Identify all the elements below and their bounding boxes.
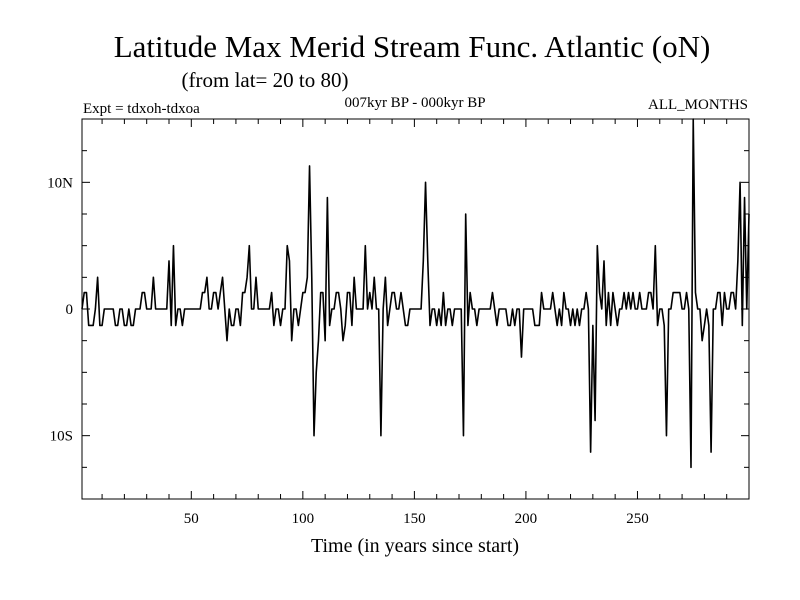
x-tick-label: 200 (515, 511, 538, 527)
x-axis-label: Time (in years since start) (311, 535, 519, 557)
x-tick-label: 100 (292, 511, 315, 527)
chart-title: Latitude Max Merid Stream Func. Atlantic… (114, 29, 711, 64)
y-tick-labels: 10N 0 10S (47, 175, 73, 444)
x-tick-labels: 50 100 150 200 250 (184, 511, 649, 527)
series-line (81, 118, 750, 469)
x-tick-label: 50 (184, 511, 199, 527)
y-tick-label: 10S (50, 429, 73, 445)
chart-subtitle: (from lat= 20 to 80) (182, 68, 349, 92)
months-label: ALL_MONTHS (648, 97, 748, 113)
x-tick-label: 150 (403, 511, 426, 527)
y-tick-label: 10N (47, 175, 73, 191)
series-group (81, 118, 750, 469)
y-tick-label: 0 (66, 302, 74, 318)
period-label: 007kyr BP - 000kyr BP (344, 95, 485, 111)
experiment-label: Expt = tdxoh-tdxoa (83, 101, 200, 117)
x-tick-label: 250 (626, 511, 649, 527)
